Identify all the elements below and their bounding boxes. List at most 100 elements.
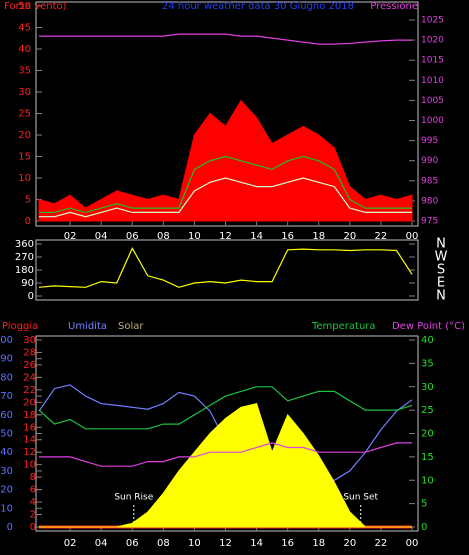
y3-tick-label: 10 bbox=[23, 460, 36, 471]
y3-tick-label: 16 bbox=[23, 422, 36, 433]
x-tick-label: 06 bbox=[126, 538, 139, 549]
series-area bbox=[39, 403, 412, 528]
series-area bbox=[38, 99, 413, 222]
y2-tick-label: 980 bbox=[421, 196, 438, 206]
series-line bbox=[39, 33, 412, 45]
legend-label: Temperatura bbox=[311, 321, 376, 332]
x-tick-label: 02 bbox=[64, 538, 77, 549]
y2-tick-label: W bbox=[435, 250, 448, 265]
y-tick-label: 0 bbox=[28, 291, 34, 302]
y2-tick-label: 25 bbox=[421, 405, 434, 416]
y3-tick-label: 28 bbox=[23, 347, 36, 358]
legend-label: Umidita bbox=[68, 321, 107, 332]
y3-tick-label: 22 bbox=[23, 385, 36, 396]
series-line bbox=[38, 386, 413, 430]
y2-tick-label: 35 bbox=[421, 358, 434, 369]
y2-tick-label: 1015 bbox=[421, 56, 444, 66]
y3-tick-label: 24 bbox=[23, 372, 36, 383]
x-tick-label: 14 bbox=[250, 231, 263, 242]
y2-tick-label: 1005 bbox=[421, 96, 444, 106]
x-tick-label: 16 bbox=[281, 538, 294, 549]
y-tick-label: 35 bbox=[18, 66, 31, 77]
y2-tick-label: 0 bbox=[421, 522, 427, 533]
y2-tick-label: 10 bbox=[421, 475, 434, 486]
y-tick-label: 80 bbox=[0, 372, 13, 383]
panel-frame bbox=[35, 239, 419, 301]
y2-tick-label: S bbox=[437, 263, 445, 278]
y-tick-label: 15 bbox=[18, 152, 31, 163]
y2-tick-label: 1000 bbox=[421, 116, 444, 126]
y-tick-label: 0 bbox=[25, 216, 31, 227]
chart-title: 24 hour weather data 30 Giugno 2018 bbox=[162, 1, 354, 12]
series-line bbox=[39, 155, 412, 214]
y-tick-label: 70 bbox=[0, 391, 13, 402]
y-tick-label: 20 bbox=[18, 130, 31, 141]
y-tick-label: 20 bbox=[0, 485, 13, 496]
y-tick-label: 30 bbox=[0, 466, 13, 477]
series-line bbox=[39, 177, 412, 218]
x-tick-label: 18 bbox=[312, 231, 325, 242]
x-tick-label: 00 bbox=[406, 538, 419, 549]
y3-tick-label: 6 bbox=[30, 485, 36, 496]
y-tick-label: 10 bbox=[0, 503, 13, 514]
x-tick-label: 08 bbox=[157, 538, 170, 549]
y-tick-label: 40 bbox=[0, 447, 13, 458]
y3-tick-label: 8 bbox=[30, 472, 36, 483]
x-tick-label: 10 bbox=[188, 231, 201, 242]
y-tick-label: 40 bbox=[18, 44, 31, 55]
y-tick-label: 180 bbox=[15, 265, 34, 276]
y2-tick-label: 985 bbox=[421, 176, 438, 186]
y3-tick-label: 18 bbox=[23, 410, 36, 421]
y2-tick-label: 5 bbox=[421, 499, 427, 510]
y-tick-label: 10 bbox=[18, 173, 31, 184]
legend-label: Pioggia bbox=[2, 321, 38, 332]
y-tick-label: 100 bbox=[0, 335, 13, 346]
y2-tick-label: 1025 bbox=[421, 16, 444, 26]
y3-tick-label: 4 bbox=[30, 497, 36, 508]
annotation: Sun Rise bbox=[114, 493, 153, 503]
x-tick-label: 06 bbox=[126, 231, 139, 242]
y-tick-label: 360 bbox=[15, 239, 34, 250]
y-tick-label: 60 bbox=[0, 410, 13, 421]
x-tick-label: 12 bbox=[219, 538, 232, 549]
y2-tick-label: 975 bbox=[421, 217, 438, 227]
x-tick-label: 12 bbox=[219, 231, 232, 242]
series-line bbox=[39, 442, 412, 467]
y-tick-label: 5 bbox=[25, 195, 31, 206]
legend-label: Dew Point (°C) bbox=[392, 321, 465, 332]
y-tick-label: 25 bbox=[18, 109, 31, 120]
y-tick-label: 90 bbox=[21, 278, 34, 289]
y2-tick-label: E bbox=[437, 276, 445, 291]
x-tick-label: 16 bbox=[281, 231, 294, 242]
y3-tick-label: 12 bbox=[23, 447, 36, 458]
x-tick-label: 14 bbox=[250, 538, 263, 549]
x-tick-label: 04 bbox=[95, 538, 108, 549]
y2-tick-label: N bbox=[436, 289, 446, 304]
x-tick-label: 22 bbox=[375, 231, 388, 242]
y2-tick-label: 30 bbox=[421, 382, 434, 393]
y2-tick-label: 995 bbox=[421, 136, 438, 146]
x-tick-label: 20 bbox=[343, 231, 356, 242]
y3-tick-label: 20 bbox=[23, 397, 36, 408]
y2-tick-label: 15 bbox=[421, 452, 434, 463]
x-tick-label: 20 bbox=[343, 538, 356, 549]
y2-axis-label: Pressione bbox=[370, 1, 418, 12]
y-tick-label: 0 bbox=[7, 522, 13, 533]
y2-tick-label: 1020 bbox=[421, 36, 444, 46]
annotation: Sun Set bbox=[343, 493, 378, 503]
y-tick-label: 50 bbox=[18, 1, 31, 12]
x-tick-label: 10 bbox=[188, 538, 201, 549]
series-line bbox=[38, 246, 413, 288]
y2-tick-label: 1010 bbox=[421, 76, 444, 86]
y-tick-label: 270 bbox=[15, 252, 34, 263]
y2-tick-label: 20 bbox=[421, 429, 434, 440]
x-tick-label: 08 bbox=[157, 231, 170, 242]
y3-tick-label: 14 bbox=[23, 435, 36, 446]
x-tick-label: 18 bbox=[312, 538, 325, 549]
x-tick-label: 04 bbox=[95, 231, 108, 242]
x-tick-label: 02 bbox=[64, 231, 77, 242]
y3-tick-label: 2 bbox=[30, 510, 36, 521]
y3-tick-label: 30 bbox=[23, 335, 36, 346]
y2-tick-label: 40 bbox=[421, 335, 434, 346]
